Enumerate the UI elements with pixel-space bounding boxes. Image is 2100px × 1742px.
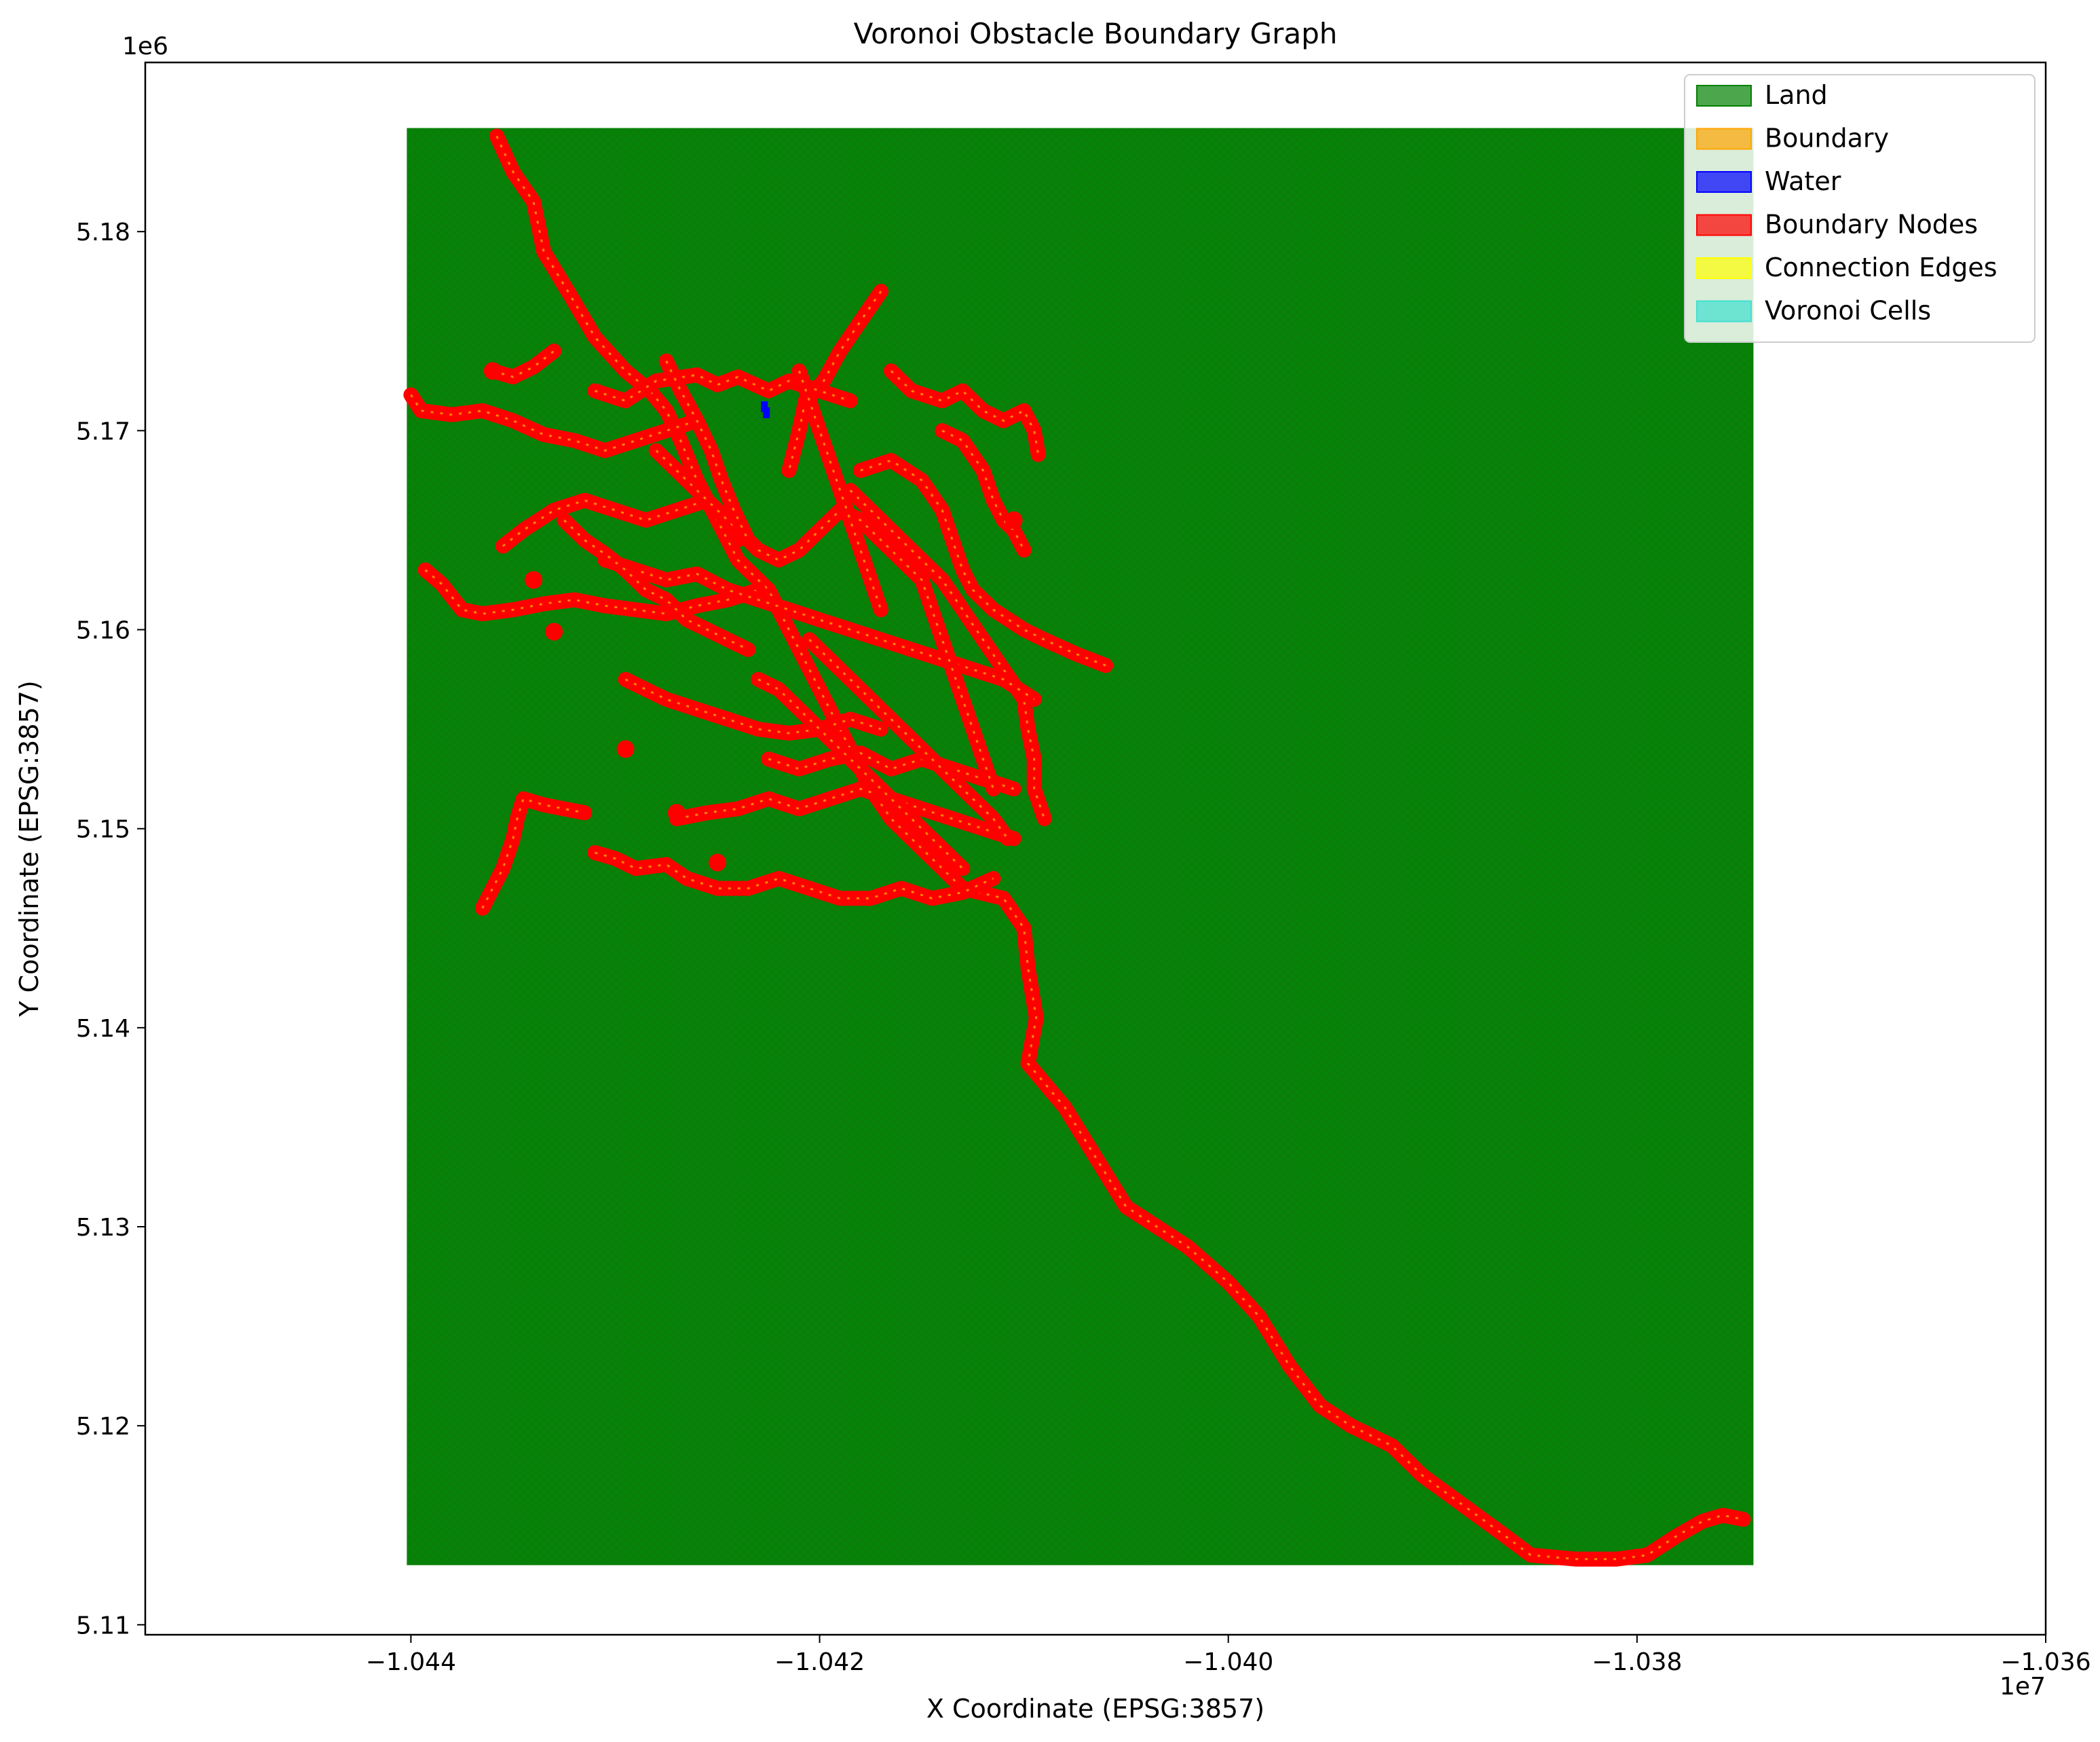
boundary-core-tributary-west-top <box>492 350 555 378</box>
legend-swatch-5 <box>1696 300 1752 322</box>
boundary-path-tributary-middle-upper <box>597 552 1042 707</box>
legend-label-1: Boundary <box>1765 124 1889 153</box>
boundary-path-tributary-ne-spur <box>935 423 1032 558</box>
y-offset-label: 1e6 <box>122 33 168 60</box>
x-axis-ticks: −1.044 −1.042 −1.040 −1.038 −1.036 <box>366 1635 2091 1676</box>
x-axis-label: X Coordinate (EPSG:3857) <box>926 1694 1264 1724</box>
boundary-paths <box>403 128 1751 1567</box>
boundary-core-tributary-west-upper <box>410 394 698 452</box>
isolated-boundary-nodes <box>483 362 1023 872</box>
boundary-node-6 <box>1005 511 1023 530</box>
water-cell-0 <box>761 401 768 413</box>
legend-label-0: Land <box>1765 80 1828 110</box>
boundary-path-tributary-cluster-a <box>557 513 756 657</box>
boundary-core-tributary-center-cluster <box>655 449 994 790</box>
legend-label-2: Water <box>1765 166 1841 196</box>
boundary-core-tributary-northeast-short <box>890 370 1040 455</box>
x-offset-label: 1e7 <box>2000 1673 2046 1701</box>
plot-layer <box>403 128 1754 1567</box>
boundary-core-tributary-north-mid <box>594 373 851 403</box>
boundary-path-tributary-cluster-c <box>751 671 971 876</box>
water-cells <box>761 401 770 418</box>
chart-title: Voronoi Obstacle Boundary Graph <box>854 17 1338 50</box>
legend-box <box>1684 74 2036 343</box>
y-tick-label-5: 5.16 <box>76 617 130 645</box>
boundary-node-5 <box>709 853 727 872</box>
boundary-node-3 <box>616 740 635 758</box>
y-tick-label-2: 5.13 <box>76 1214 130 1242</box>
y-tick-label-6: 5.17 <box>76 418 130 445</box>
y-tick-label-7: 5.18 <box>76 219 130 246</box>
x-tick-label-0: −1.044 <box>366 1648 456 1676</box>
boundary-path-tributary-south-upper <box>761 745 1021 797</box>
boundary-path-tributary-west-middle <box>417 562 766 622</box>
legend-label-4: Connection Edges <box>1765 253 1998 282</box>
boundary-core-tributary-cluster-b <box>808 639 1009 840</box>
y-tick-label-1: 5.12 <box>76 1413 130 1441</box>
boundary-path-tributary-south-middle <box>669 781 1021 847</box>
legend-swatch-3 <box>1696 214 1752 236</box>
boundary-node-4 <box>667 804 686 822</box>
legend-swatch-0 <box>1696 85 1752 107</box>
y-axis-label: Y Coordinate (EPSG:3857) <box>14 680 44 1017</box>
boundary-core-main-river <box>495 135 1744 1561</box>
boundary-core-tributary-middle-west <box>624 678 882 735</box>
boundary-node-1 <box>545 623 563 641</box>
boundary-node-0 <box>483 362 502 380</box>
legend: Land Boundary Water Boundary Nodes Connectio… <box>1684 74 2036 343</box>
x-tick-label-2: −1.040 <box>1183 1648 1273 1676</box>
plot-frame <box>144 61 2047 1636</box>
boundary-core-tributary-east-branch <box>849 489 1046 819</box>
y-tick-label-0: 5.11 <box>76 1612 130 1639</box>
legend-label-3: Boundary Nodes <box>1765 210 1978 240</box>
x-tick-label-4: −1.036 <box>2000 1648 2090 1676</box>
boundary-node-2 <box>525 571 543 589</box>
water-cell-1 <box>763 407 770 418</box>
legend-swatch-1 <box>1696 128 1752 150</box>
legend-label-5: Voronoi Cells <box>1765 296 1931 326</box>
y-tick-label-3: 5.14 <box>76 1015 130 1043</box>
legend-swatch-2 <box>1696 171 1752 193</box>
legend-swatch-4 <box>1696 257 1752 279</box>
y-tick-label-4: 5.15 <box>76 816 130 844</box>
x-tick-label-3: −1.038 <box>1592 1648 1682 1676</box>
boundary-core-tributary-north-upper <box>665 360 749 541</box>
boundary-core-tributary-north-right <box>798 370 882 610</box>
boundary-core-tributary-south-lower <box>594 851 994 900</box>
boundary-path-tributary-east-upper <box>852 453 1114 673</box>
boundary-core-tributary-southwest <box>481 797 585 909</box>
y-axis-ticks: 5.11 5.12 5.13 5.14 5.15 5.16 5.17 5.18 <box>76 219 145 1639</box>
boundary-core-tributary-northeast <box>787 291 882 471</box>
x-tick-label-1: −1.042 <box>774 1648 865 1676</box>
